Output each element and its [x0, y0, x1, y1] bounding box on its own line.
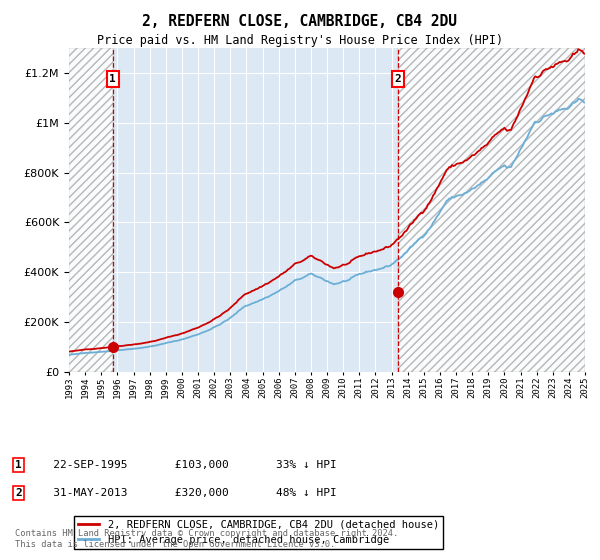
Legend: 2, REDFERN CLOSE, CAMBRIDGE, CB4 2DU (detached house), HPI: Average price, detac: 2, REDFERN CLOSE, CAMBRIDGE, CB4 2DU (de… — [74, 516, 443, 549]
Bar — [398, 48, 585, 372]
Text: Price paid vs. HM Land Registry's House Price Index (HPI): Price paid vs. HM Land Registry's House … — [97, 34, 503, 46]
Text: 2, REDFERN CLOSE, CAMBRIDGE, CB4 2DU: 2, REDFERN CLOSE, CAMBRIDGE, CB4 2DU — [143, 14, 458, 29]
Text: 22-SEP-1995       £103,000       33% ↓ HPI: 22-SEP-1995 £103,000 33% ↓ HPI — [33, 460, 337, 470]
Bar — [69, 48, 113, 372]
Text: 31-MAY-2013       £320,000       48% ↓ HPI: 31-MAY-2013 £320,000 48% ↓ HPI — [33, 488, 337, 498]
Text: 2: 2 — [15, 488, 22, 498]
Text: 1: 1 — [15, 460, 22, 470]
Text: Contains HM Land Registry data © Crown copyright and database right 2024.
This d: Contains HM Land Registry data © Crown c… — [15, 529, 398, 549]
Text: 1: 1 — [109, 74, 116, 84]
Text: 2: 2 — [395, 74, 401, 84]
